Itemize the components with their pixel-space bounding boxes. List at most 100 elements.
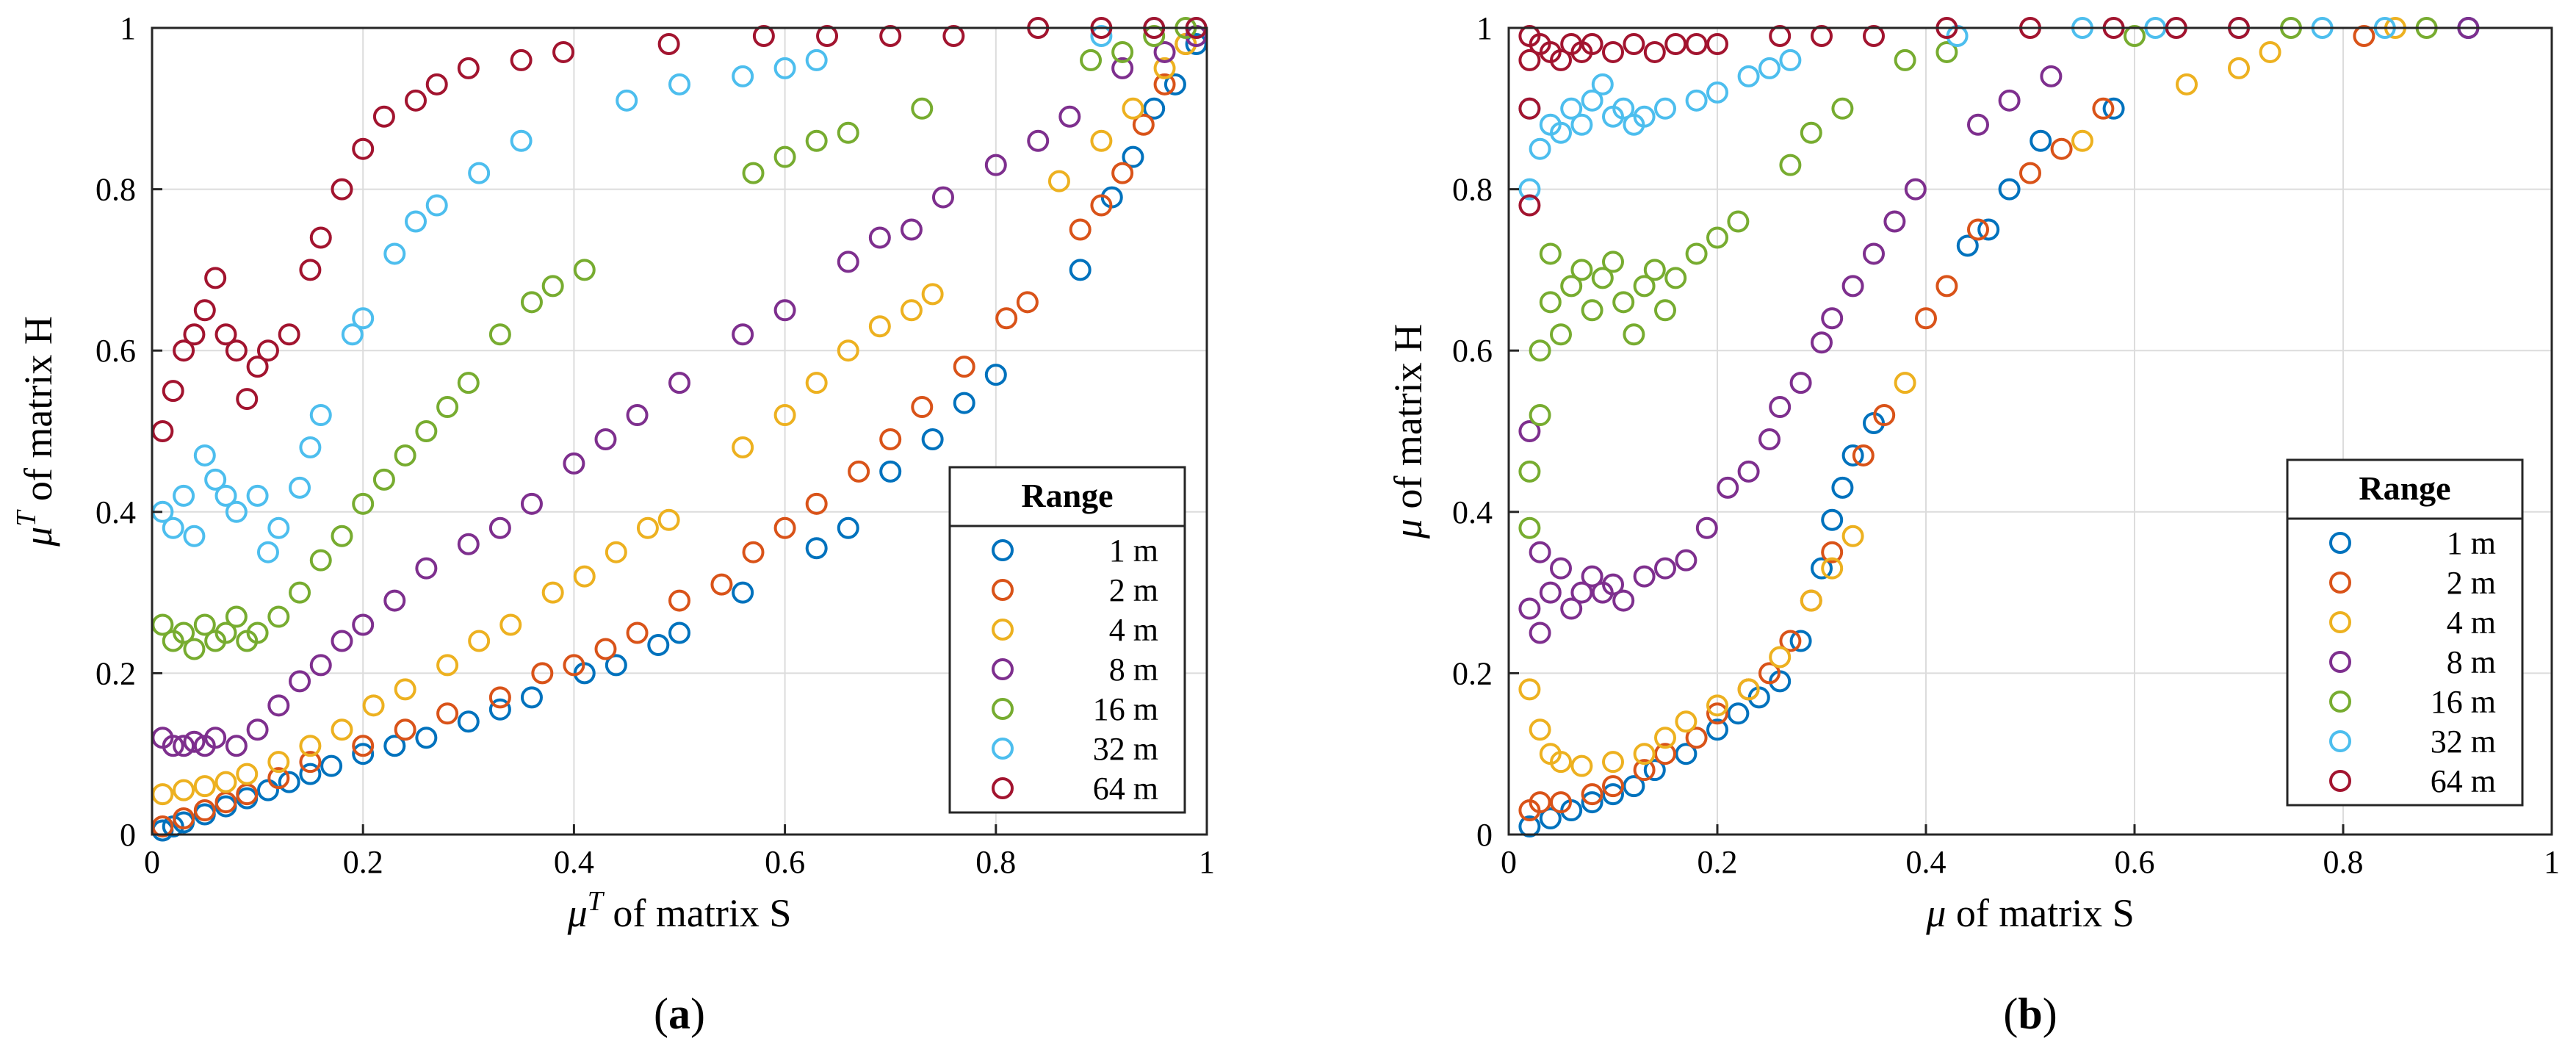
legend-label: 16 m bbox=[1093, 691, 1158, 727]
legend-marker bbox=[2329, 691, 2351, 713]
y-tick-label: 1 bbox=[120, 10, 136, 46]
scatter-point bbox=[805, 48, 828, 71]
scatter-point bbox=[742, 162, 765, 184]
scatter-point bbox=[1058, 105, 1081, 128]
scatter-point bbox=[1581, 89, 1603, 112]
scatter-point bbox=[1894, 372, 1916, 394]
scatter-point bbox=[173, 339, 195, 362]
scatter-point bbox=[1643, 759, 1666, 782]
legend-box bbox=[948, 466, 1186, 814]
legend-label: 4 m bbox=[1109, 612, 1158, 648]
scatter-point bbox=[1581, 565, 1603, 588]
scatter-point bbox=[1518, 178, 1541, 201]
scatter-point bbox=[552, 40, 575, 63]
scatter-point bbox=[1935, 275, 1958, 298]
scatter-point bbox=[468, 630, 491, 652]
scatter-point bbox=[246, 356, 269, 378]
scatter-point bbox=[1811, 331, 1833, 354]
x-tick-label: 0.2 bbox=[1698, 844, 1738, 880]
scatter-point bbox=[1529, 541, 1551, 563]
scatter-point bbox=[1841, 525, 1864, 547]
scatter-point bbox=[405, 210, 427, 233]
scatter-point bbox=[1529, 404, 1551, 427]
scatter-point bbox=[1111, 162, 1134, 184]
scatter-point bbox=[1529, 791, 1551, 814]
scatter-point bbox=[921, 428, 944, 450]
scatter-point bbox=[1591, 73, 1614, 96]
scatter-point bbox=[657, 32, 680, 55]
scatter-point bbox=[510, 48, 533, 71]
scatter-point bbox=[1706, 702, 1728, 725]
scatter-point bbox=[1550, 48, 1572, 71]
scatter-point bbox=[668, 621, 690, 644]
scatter-point bbox=[1518, 460, 1541, 483]
scatter-point bbox=[605, 654, 627, 677]
y-tick-label: 0 bbox=[120, 817, 136, 853]
scatter-point bbox=[1841, 275, 1864, 298]
scatter-point bbox=[436, 702, 459, 725]
legend-marker bbox=[992, 698, 1014, 720]
scatter-point bbox=[204, 267, 227, 289]
x-tick-label: 1 bbox=[1199, 844, 1215, 880]
scatter-point bbox=[383, 242, 406, 265]
legend-marker bbox=[2329, 611, 2351, 633]
scatter-point bbox=[932, 186, 954, 209]
scatter-point bbox=[1821, 557, 1844, 580]
scatter-point bbox=[352, 743, 375, 765]
x-tick-label: 0.6 bbox=[2115, 844, 2155, 880]
scatter-point bbox=[732, 581, 754, 604]
scatter-point bbox=[214, 323, 237, 346]
scatter-point bbox=[299, 751, 322, 774]
scatter-point bbox=[984, 364, 1007, 386]
scatter-point bbox=[162, 516, 184, 539]
legend-marker bbox=[992, 619, 1014, 641]
legend-marker bbox=[992, 777, 1014, 799]
scatter-point bbox=[1654, 299, 1676, 322]
scatter-point bbox=[732, 65, 754, 87]
legend-label: 1 m bbox=[2447, 525, 2496, 561]
scatter-point bbox=[289, 670, 311, 693]
scatter-point bbox=[225, 735, 248, 757]
legend-label: 1 m bbox=[1109, 533, 1158, 569]
scatter-point bbox=[1153, 40, 1176, 63]
scatter-point bbox=[1518, 194, 1541, 217]
scatter-point bbox=[2019, 162, 2041, 184]
scatter-point bbox=[1633, 565, 1656, 588]
y-axis-label: μ of matrix H bbox=[1386, 324, 1430, 540]
scatter-point bbox=[173, 484, 195, 507]
scatter-point bbox=[1529, 339, 1551, 362]
scatter-point bbox=[1111, 40, 1134, 63]
scatter-point bbox=[394, 718, 416, 741]
scatter-point bbox=[1685, 242, 1708, 265]
scatter-point bbox=[1602, 783, 1624, 806]
scatter-point bbox=[1758, 662, 1781, 685]
scatter-point bbox=[289, 581, 311, 604]
scatter-point bbox=[605, 541, 627, 563]
scatter-point bbox=[1727, 702, 1750, 725]
scatter-point bbox=[299, 763, 322, 785]
legend-label: 64 m bbox=[2431, 763, 2496, 799]
scatter-point bbox=[1675, 549, 1698, 572]
scatter-point bbox=[162, 735, 184, 757]
legend-marker bbox=[2329, 770, 2351, 792]
scatter-point bbox=[341, 323, 364, 346]
scatter-point bbox=[1550, 751, 1572, 774]
scatter-point bbox=[1769, 646, 1792, 669]
scatter-point bbox=[1873, 404, 1896, 427]
scatter-point bbox=[1591, 267, 1614, 289]
scatter-point bbox=[1706, 694, 1728, 717]
scatter-point bbox=[1685, 727, 1708, 749]
scatter-point bbox=[742, 541, 765, 563]
scatter-point bbox=[879, 428, 902, 450]
scatter-point bbox=[879, 24, 902, 47]
scatter-point bbox=[183, 323, 206, 346]
scatter-point bbox=[204, 727, 227, 749]
scatter-point bbox=[267, 516, 290, 539]
scatter-point bbox=[1518, 516, 1541, 539]
scatter-point bbox=[1695, 516, 1718, 539]
scatter-point bbox=[1633, 105, 1656, 128]
scatter-point bbox=[1623, 775, 1645, 798]
scatter-point bbox=[246, 621, 269, 644]
legend-label: 32 m bbox=[1093, 731, 1158, 767]
scatter-point bbox=[236, 763, 259, 785]
